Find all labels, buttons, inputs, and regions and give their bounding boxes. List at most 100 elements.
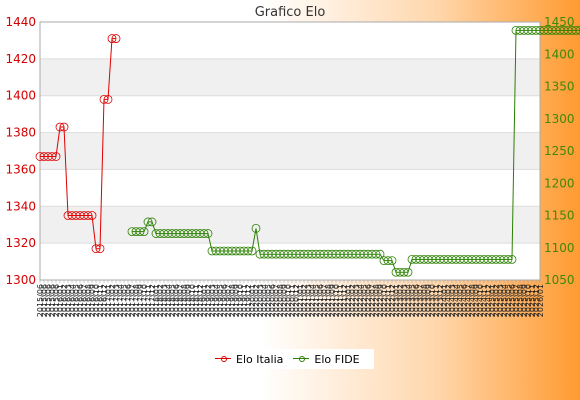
data-point [375,249,385,259]
data-point [99,95,109,104]
x-tick-label: 2015/06 [44,284,53,317]
plot-background [39,21,541,281]
x-tick-label: 2020/03 [256,284,265,317]
x-tick-label: 2017/03 [112,284,121,317]
x-tick-label: 2024/01 [440,284,449,317]
x-tick-label: 2022/12 [388,284,397,317]
x-tick-label: 2025/05 [504,284,513,317]
x-tick-label: 2024/02 [444,284,453,317]
y-left-tick-label: 1320 [5,236,36,250]
x-tick-label: 2017/07 [128,284,137,317]
x-tick-label: 2017/12 [148,284,157,317]
y-right-tick-label: 1100 [544,241,575,255]
x-tick-label: 2019/12 [244,284,253,317]
x-tick-label: 2018/11 [192,284,201,317]
x-tick-label: 2021/03 [304,284,313,317]
x-tick-label: 2017/08 [132,284,141,317]
x-tick-label: 2018/09 [184,284,193,317]
x-tick-label: 2016/07 [80,284,89,317]
x-tick-label: 2019/01 [200,284,209,317]
x-tick-label: 2022/04 [356,284,365,317]
x-tick-label: 2016/11 [96,284,105,317]
y-left-tick-label: 1300 [5,273,36,287]
y-right-tick-label: 1450 [544,15,575,29]
y-right-tick-label: 1350 [544,80,575,94]
x-tick-label: 2025/04 [500,284,509,317]
data-point [107,34,117,43]
x-tick-label: 2023/07 [416,284,425,317]
x-tick-label: 2017/05 [120,284,129,317]
chart-title: Grafico Elo [255,5,326,20]
x-tick-label: 2024/07 [464,284,473,317]
x-tick-label: 2025/12 [532,284,541,317]
plot-border [39,21,541,281]
x-tick-label: 2016/04 [68,284,77,317]
series-layer [35,25,580,277]
y-left-tick-label: 1340 [5,199,36,213]
series-line-elo-fide [132,29,580,273]
x-tick-label: 2025/07 [512,284,521,317]
x-tick-label: 2022/02 [348,284,357,317]
x-tick-label: 2021/09 [328,284,337,317]
x-tick-label: 2017/10 [140,284,149,317]
x-tick-label: 2016/02 [60,284,69,317]
y-left-tick-label: 1400 [5,89,36,103]
data-point [91,244,101,254]
data-point [135,227,145,237]
x-tick-label: 2026/01 [536,284,545,317]
y-right-tick-label: 1150 [544,209,575,223]
x-tick-label: 2023/12 [436,284,445,317]
x-tick-label: 2015/06 [52,284,61,317]
x-tick-label: 2020/01 [248,284,257,317]
x-tick-label: 2017/01 [104,284,113,317]
x-tick-label: 2018/05 [168,284,177,317]
x-tick-label: 2020/10 [284,284,293,317]
data-point [95,244,105,254]
x-tick-label: 2017/11 [144,284,153,317]
x-tick-label: 2016/08 [84,284,93,317]
y-left-tick-label: 1420 [5,52,36,66]
x-tick-label: 2022/01 [344,284,353,317]
x-tick-label: 2018/02 [156,284,165,317]
x-tick-label: 2023/10 [428,284,437,317]
x-tick-label: 2022/08 [372,284,381,317]
legend-item-elo-italia[interactable]: Elo Italia [215,353,283,366]
data-point [387,256,397,266]
data-point [139,227,149,237]
x-tick-label: 2019/06 [220,284,229,317]
x-tick-label: 2024/12 [484,284,493,317]
y-right-tick-label: 1300 [544,112,575,126]
x-tick-label: 2023/05 [408,284,417,317]
x-tick-label: 2018/06 [172,284,181,317]
grid-band [40,58,540,96]
legend-label-elo-italia: Elo Italia [236,352,284,366]
x-tick-label: 2020/05 [264,284,273,317]
x-tick-label: 2023/06 [412,284,421,317]
y-right-tick-label: 1250 [544,144,575,158]
x-tick-label: 2024/05 [456,284,465,317]
x-tick-label: 2023/03 [400,284,409,317]
x-tick-label: 2023/11 [432,284,441,317]
legend-item-elo-fide[interactable]: Elo FIDE [293,353,360,366]
y-right-tick-label: 1400 [544,47,575,61]
x-tick-label: 2023/02 [396,284,405,317]
series-line-elo-italia [40,38,116,250]
grid-band [40,132,540,170]
legend: Elo Italia Elo FIDE [211,349,374,369]
y-right-tick-label: 1050 [544,273,575,287]
data-point [247,246,257,256]
x-tick-label: 2020/06 [268,284,277,317]
x-tick-label: 2019/11 [240,284,249,317]
data-point [383,256,393,266]
x-tick-label: 2020/09 [280,284,289,317]
x-tick-label: 2023/08 [420,284,429,317]
x-tick-label: 2016/01 [56,284,65,317]
x-tick-label: 2021/04 [308,284,317,317]
x-tick-label: 2015/06 [36,284,45,317]
x-tick-label: 2018/10 [188,284,197,317]
x-tick-label: 2019/07 [224,284,233,317]
y-left-tick-label: 1380 [5,126,36,140]
x-tick-label: 2016/03 [64,284,73,317]
x-tick-label: 2018/04 [164,284,173,317]
